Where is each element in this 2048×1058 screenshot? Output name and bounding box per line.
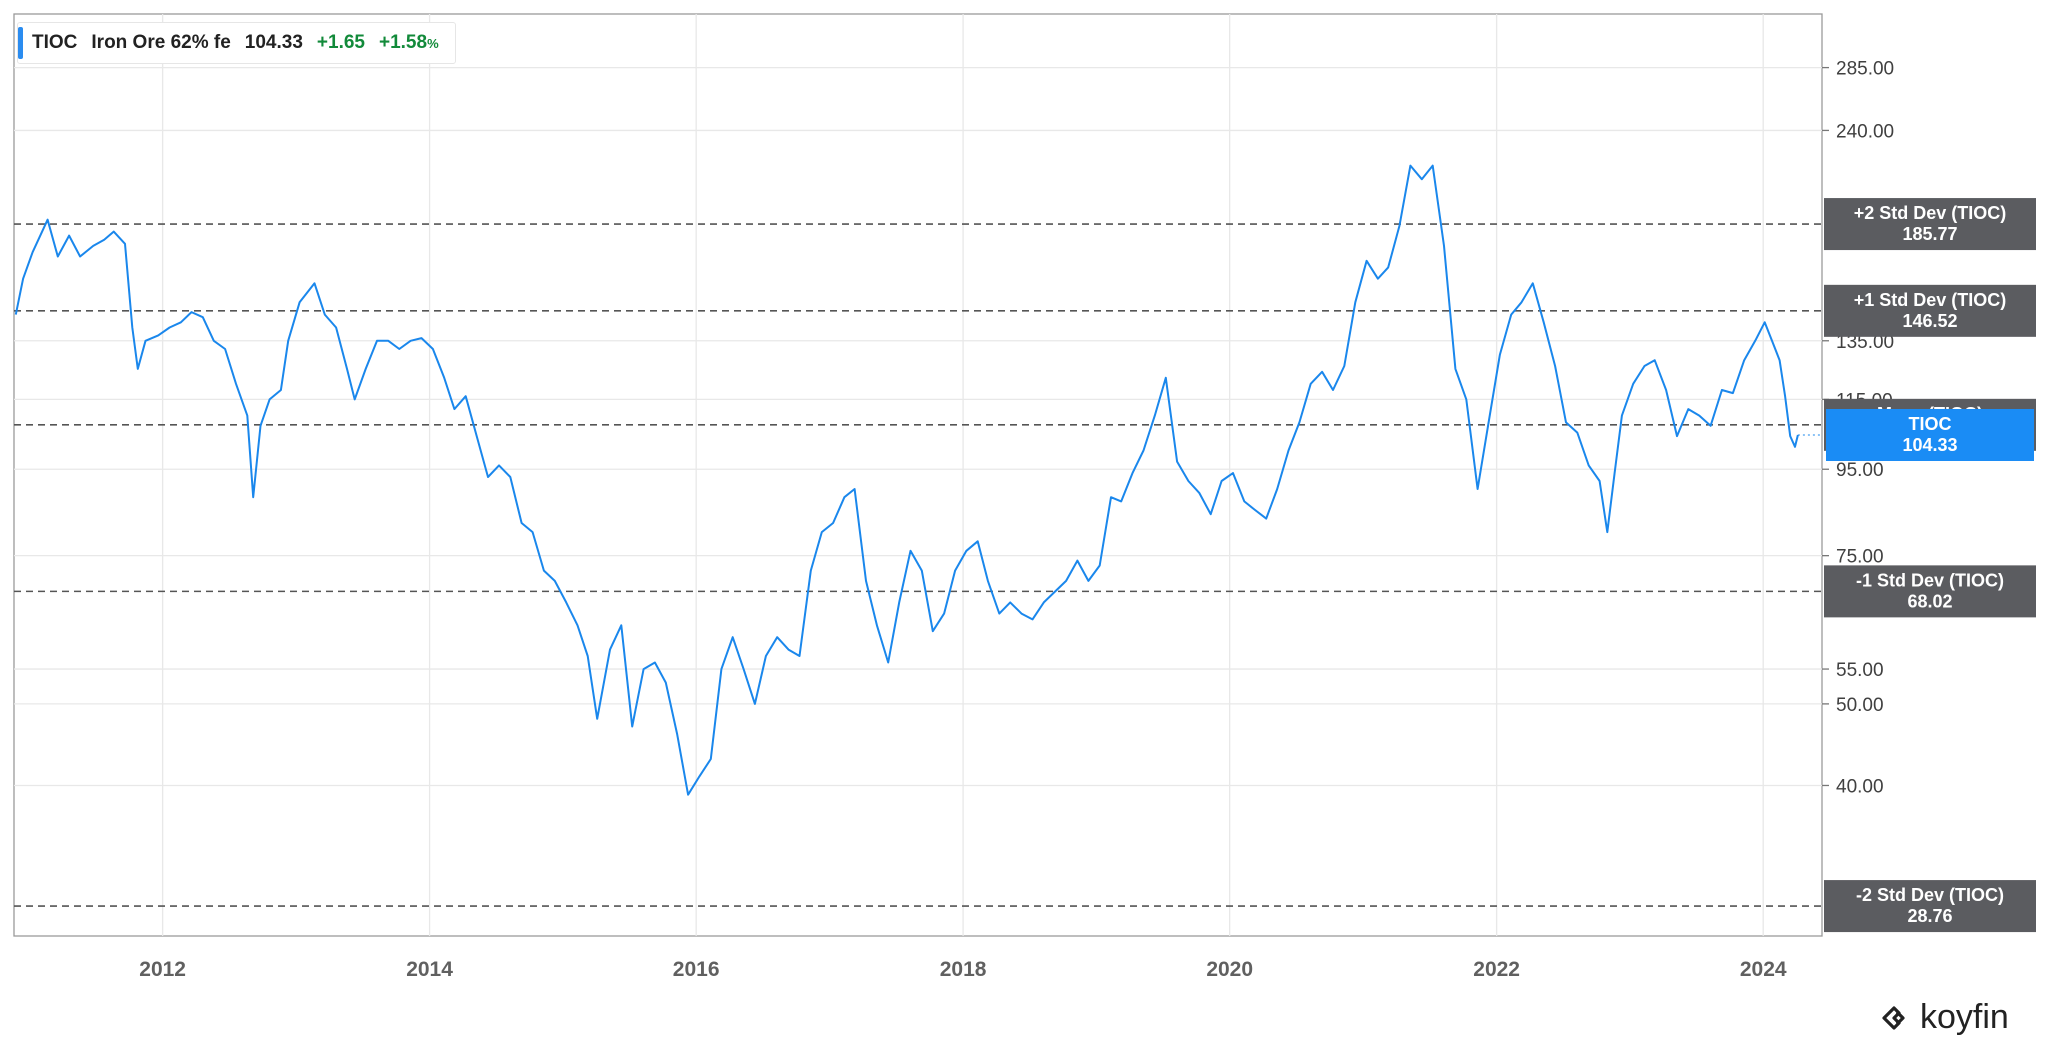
std-dev-tag: +1 Std Dev (TIOC)146.52 xyxy=(1824,284,2036,337)
y-tick-label: 75.00 xyxy=(1836,547,1884,568)
last-value-tag-label: TIOC xyxy=(1909,414,1952,434)
grid-layer xyxy=(13,13,1823,937)
y-tick-label: 50.00 xyxy=(1836,695,1884,716)
legend-change-pct-value: +1.58 xyxy=(378,32,428,53)
koyfin-logo-icon xyxy=(1882,1005,1905,1030)
y-tick-label: 40.00 xyxy=(1836,776,1884,797)
x-tick-label: 2012 xyxy=(139,958,186,981)
std-dev-tag-value: 68.02 xyxy=(1907,591,1952,611)
std-dev-tag-value: 28.76 xyxy=(1907,906,1952,926)
std-dev-tag: -2 Std Dev (TIOC)28.76 xyxy=(1824,880,2036,933)
legend-change: +1.65 xyxy=(316,32,365,53)
x-tick-label: 2024 xyxy=(1740,958,1787,981)
y-tick-label: 240.00 xyxy=(1836,121,1894,142)
x-tick-label: 2014 xyxy=(406,958,453,981)
std-dev-tag-label: +1 Std Dev (TIOC) xyxy=(1854,290,2007,310)
legend-symbol: TIOC xyxy=(32,32,78,53)
std-dev-tag-box xyxy=(1824,880,2036,933)
last-value-tag-value: 104.33 xyxy=(1902,435,1957,455)
std-dev-tag: +2 Std Dev (TIOC)185.77 xyxy=(1824,198,2036,251)
std-dev-tag-box xyxy=(1824,284,2036,337)
std-dev-tag-box xyxy=(1824,198,2036,251)
x-tick-label: 2018 xyxy=(940,958,987,981)
axes: 285.00240.00135.00115.0095.0075.0055.005… xyxy=(139,59,1894,981)
plot-frame xyxy=(13,13,1823,937)
y-tick-label: 95.00 xyxy=(1836,460,1884,481)
series-legend[interactable]: TIOC Iron Ore 62% fe 104.33 +1.65 +1.58% xyxy=(17,22,456,64)
x-tick-label: 2016 xyxy=(673,958,720,981)
std-dev-tag-box xyxy=(1824,565,2036,618)
x-tick-label: 2022 xyxy=(1473,958,1520,981)
series-color-swatch xyxy=(18,27,23,59)
value-tags: +2 Std Dev (TIOC)185.77 +1 Std Dev (TIOC)… xyxy=(1824,198,2036,933)
std-dev-tag-value: 185.77 xyxy=(1902,224,1957,244)
y-tick-label: 55.00 xyxy=(1836,660,1884,681)
std-dev-tag-label: -1 Std Dev (TIOC) xyxy=(1856,570,2004,590)
std-dev-tag-value: 146.52 xyxy=(1902,311,1957,331)
legend-change-pct: +1.58% xyxy=(379,32,439,54)
last-value-tag-box xyxy=(1826,408,2034,461)
series-line-tioc xyxy=(14,164,1799,796)
legend-pct-sign: % xyxy=(427,36,439,51)
brand-logo: koyfin xyxy=(1880,998,2009,1037)
std-dev-tag-label: +2 Std Dev (TIOC) xyxy=(1854,203,2007,223)
series-layer xyxy=(14,164,1822,796)
std-dev-tag: -1 Std Dev (TIOC)68.02 xyxy=(1824,565,2036,618)
x-tick-label: 2020 xyxy=(1206,958,1253,981)
std-dev-tag-label: -2 Std Dev (TIOC) xyxy=(1856,885,2004,905)
y-tick-label: 285.00 xyxy=(1836,59,1894,80)
legend-last-price: 104.33 xyxy=(244,32,303,53)
legend-name: Iron Ore 62% fe xyxy=(91,32,231,53)
brand-name: koyfin xyxy=(1920,998,2009,1036)
y-tick-label: 135.00 xyxy=(1836,332,1894,353)
reference-lines xyxy=(14,223,1822,907)
